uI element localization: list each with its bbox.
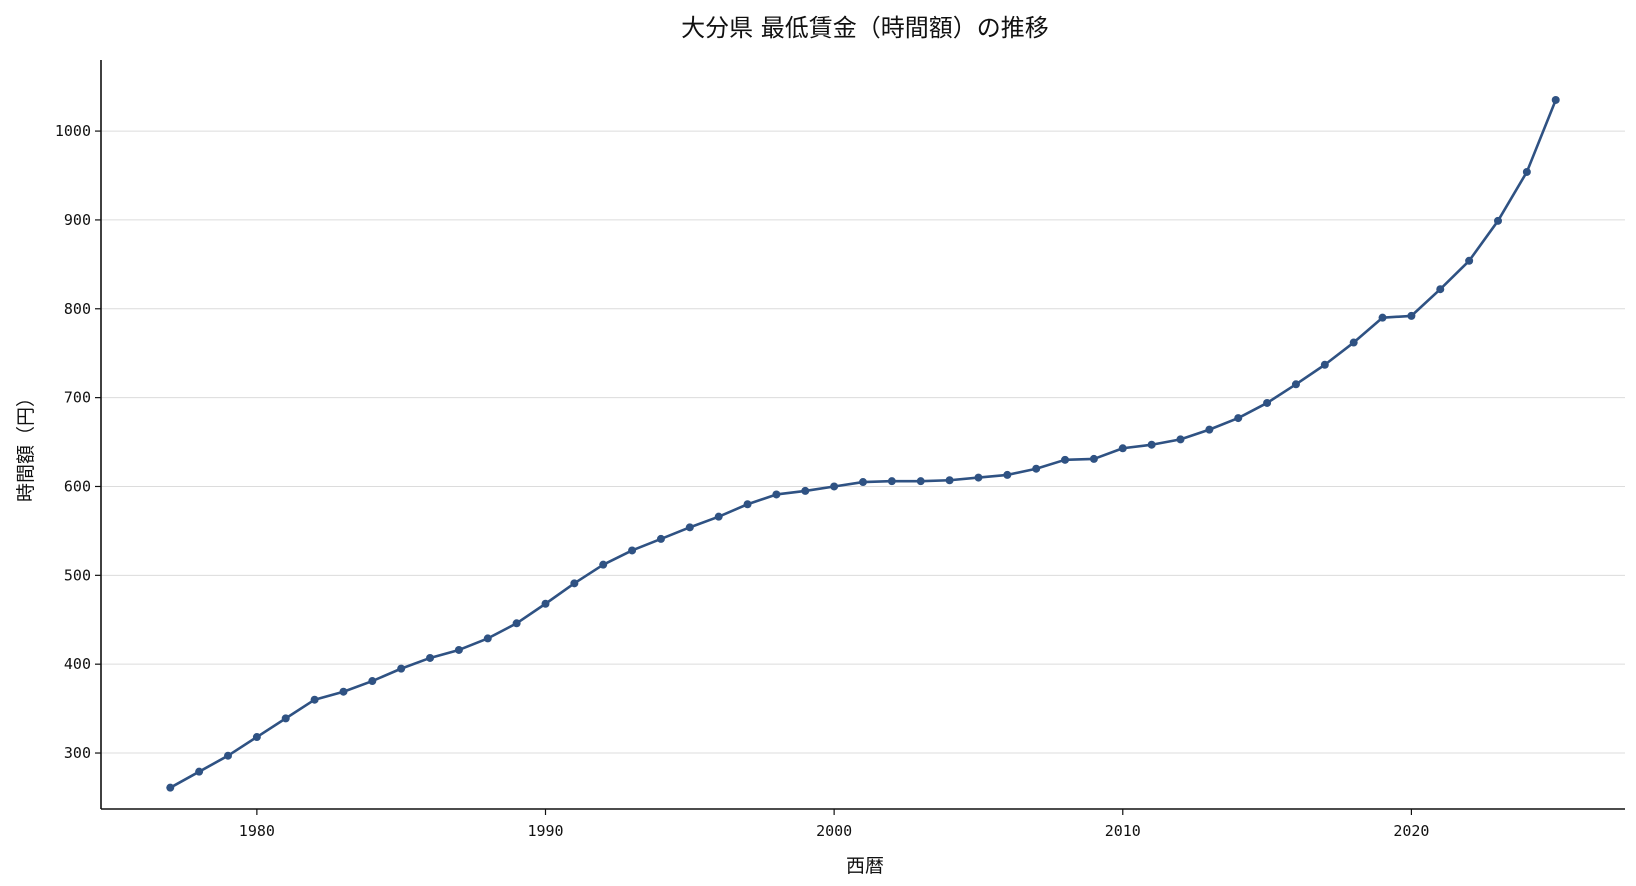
x-tick-label: 2010 xyxy=(1105,822,1141,840)
data-point xyxy=(454,645,463,654)
data-point xyxy=(512,619,521,628)
data-point xyxy=(714,512,723,521)
data-point xyxy=(1522,167,1531,176)
data-point xyxy=(945,476,954,485)
data-point xyxy=(166,783,175,792)
gridlines xyxy=(101,130,1625,754)
data-point xyxy=(541,599,550,608)
data-point xyxy=(1551,95,1560,104)
x-tick-label: 1980 xyxy=(239,822,275,840)
data-point xyxy=(1176,435,1185,444)
y-tick-label: 500 xyxy=(64,566,91,584)
data-point xyxy=(339,687,348,696)
data-point xyxy=(281,714,290,723)
data-point xyxy=(887,477,896,486)
data-point xyxy=(1089,454,1098,463)
y-tick-label: 300 xyxy=(64,744,91,762)
data-point xyxy=(974,473,983,482)
data-point xyxy=(1147,440,1156,449)
data-point xyxy=(916,477,925,486)
data-point xyxy=(801,486,810,495)
y-tick-label: 900 xyxy=(64,211,91,229)
y-tick-label: 700 xyxy=(64,389,91,407)
y-tick-label: 600 xyxy=(64,477,91,495)
axes: 300 400 500 600 700 800 900 1000 1980 1990 2000 201… xyxy=(55,60,1625,840)
data-point xyxy=(1291,380,1300,389)
data-point xyxy=(1205,425,1214,434)
data-point xyxy=(1320,360,1329,369)
data-point xyxy=(1378,313,1387,322)
data-point xyxy=(1349,338,1358,347)
data-point xyxy=(1465,256,1474,265)
data-point xyxy=(859,478,867,487)
y-axis-label: 時間額（円） xyxy=(15,388,37,502)
data-point xyxy=(772,490,781,499)
data-point xyxy=(628,546,637,555)
x-tick-label: 1990 xyxy=(527,822,563,840)
data-point xyxy=(195,767,204,776)
data-point xyxy=(1032,464,1041,473)
x-tick-label: 2000 xyxy=(816,822,852,840)
data-point xyxy=(1436,285,1445,294)
data-point xyxy=(426,653,435,662)
data-point xyxy=(1494,216,1502,225)
data-point xyxy=(1234,414,1243,423)
data-point xyxy=(252,733,261,742)
chart-title: 大分県 最低賃金（時間額）の推移 xyxy=(681,14,1049,42)
data-point xyxy=(483,634,492,643)
data-point xyxy=(368,677,377,686)
plot-area xyxy=(166,95,1560,792)
data-point xyxy=(599,560,608,569)
data-point xyxy=(743,500,752,509)
data-point xyxy=(685,523,694,532)
data-point xyxy=(1118,444,1127,453)
data-point xyxy=(224,751,232,760)
x-tick-label: 2020 xyxy=(1393,822,1429,840)
x-axis-label: 西暦 xyxy=(846,855,884,877)
y-tick-label: 800 xyxy=(64,300,91,318)
y-tick-label: 400 xyxy=(64,655,91,673)
data-point xyxy=(830,482,839,491)
data-point xyxy=(1003,470,1012,479)
series-line xyxy=(169,99,1557,789)
data-point xyxy=(1407,311,1416,320)
data-point xyxy=(310,695,319,704)
y-tick-label: 1000 xyxy=(55,122,91,140)
data-point xyxy=(570,579,579,588)
data-point xyxy=(1061,455,1070,464)
data-point xyxy=(1263,398,1272,407)
data-point xyxy=(397,664,406,673)
data-point xyxy=(656,534,665,543)
